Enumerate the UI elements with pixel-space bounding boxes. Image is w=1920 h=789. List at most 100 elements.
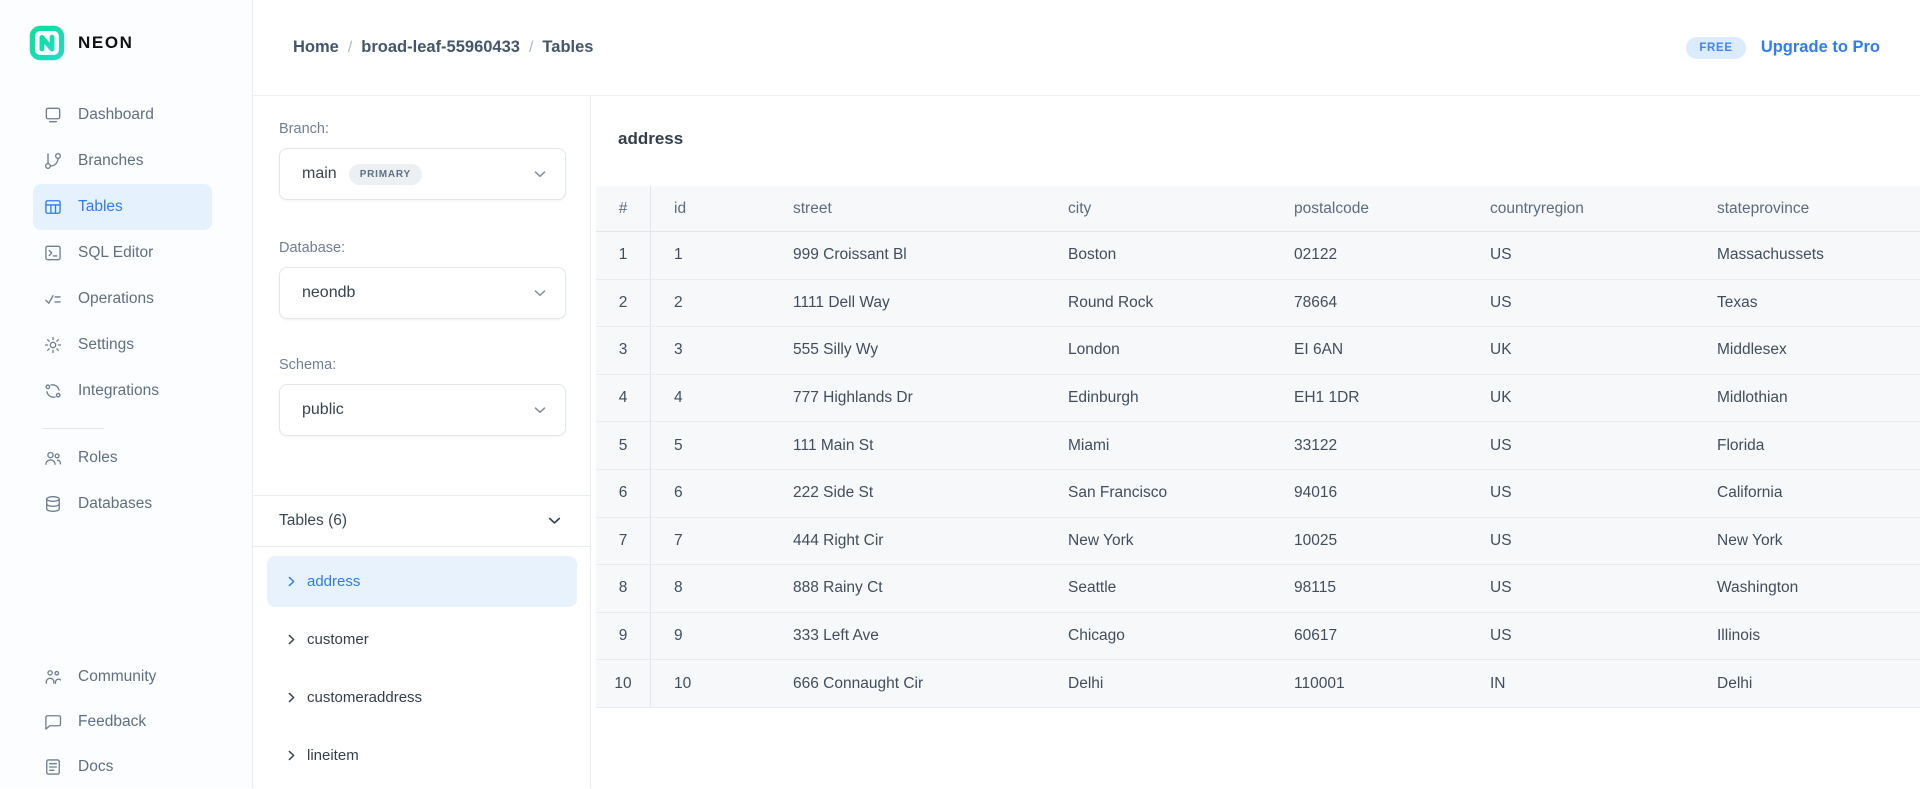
- table-name: address: [307, 573, 361, 590]
- chevron-right-icon: [285, 633, 298, 646]
- table-cell: 8: [674, 579, 683, 597]
- sidebar-item-branches[interactable]: Branches: [33, 138, 212, 184]
- branch-select[interactable]: main PRIMARY: [279, 148, 566, 200]
- chevron-down-icon: [545, 511, 564, 530]
- sidebar-item-tables[interactable]: Tables: [33, 184, 212, 230]
- table-cell: 6: [596, 469, 651, 517]
- table-row: 9 9 333 Left Ave Chicago 60617 US Illinois: [596, 612, 1920, 661]
- table-cell: EH1 1DR: [1294, 389, 1360, 407]
- table-cell: US: [1490, 293, 1512, 311]
- plan-badge[interactable]: FREE: [1686, 36, 1746, 59]
- table-cell: Midlothian: [1717, 389, 1788, 407]
- table-cell: 5: [674, 436, 683, 454]
- table-row: 10 10 666 Connaught Cir Delhi 110001 IN Delhi: [596, 660, 1920, 708]
- checklist-icon: [43, 289, 63, 309]
- top-bar: Home / broad-leaf-55960433 / Tables FREE…: [253, 0, 1920, 96]
- sidebar-divider: [42, 428, 104, 429]
- table-cell: EI 6AN: [1294, 341, 1344, 359]
- selector-panel: Branch: main PRIMARY Database: neondb Sc…: [253, 96, 591, 788]
- database-value: neondb: [302, 284, 356, 301]
- sidebar-item-settings[interactable]: Settings: [33, 322, 212, 368]
- table-cell: 4: [596, 374, 651, 422]
- main-content: address # id street city postalcode countryre…: [591, 96, 1920, 788]
- schema-select[interactable]: public: [279, 384, 566, 436]
- table-cell: Washington: [1717, 579, 1799, 597]
- neon-logo[interactable]: NEON: [29, 25, 134, 61]
- table-cell: California: [1717, 484, 1783, 502]
- database-icon: [43, 494, 63, 514]
- table-list-item-address[interactable]: address: [267, 556, 577, 607]
- table-cell: Delhi: [1717, 674, 1753, 692]
- column-header: postalcode: [1294, 199, 1369, 217]
- sidebar-item-docs[interactable]: Docs: [33, 744, 212, 789]
- branch-value: main: [302, 165, 337, 182]
- table-cell: 78664: [1294, 293, 1338, 311]
- divider: [253, 546, 590, 547]
- column-header: countryregion: [1490, 199, 1584, 217]
- tables-list: address customer customeraddress lineitem: [267, 556, 577, 788]
- sidebar-item-sql-editor[interactable]: SQL Editor: [33, 230, 212, 276]
- breadcrumb-project[interactable]: broad-leaf-55960433: [361, 38, 520, 56]
- table-cell: London: [1068, 341, 1120, 359]
- sidebar-item-operations[interactable]: Operations: [33, 276, 212, 322]
- sidebar-item-community[interactable]: Community: [33, 654, 212, 699]
- git-branch-icon: [43, 151, 63, 171]
- tables-section-header[interactable]: Tables (6): [253, 495, 590, 546]
- table-cell: Massachussets: [1717, 246, 1824, 264]
- table-cell: 10: [674, 674, 692, 692]
- table-row: 4 4 777 Highlands Dr Edinburgh EH1 1DR UK Midl…: [596, 374, 1920, 423]
- chevron-right-icon: [285, 691, 298, 704]
- table-cell: 333 Left Ave: [793, 627, 879, 645]
- brand-wordmark: NEON: [78, 33, 134, 52]
- database-label: Database:: [279, 240, 346, 256]
- table-cell: 7: [674, 531, 683, 549]
- table-cell: 444 Right Cir: [793, 531, 884, 549]
- table-cell: 02122: [1294, 246, 1338, 264]
- table-header-row: # id street city postalcode countryregion stat…: [596, 186, 1920, 232]
- sidebar-item-roles[interactable]: Roles: [33, 435, 212, 481]
- document-icon: [43, 757, 63, 777]
- table-list-item-lineitem[interactable]: lineitem: [267, 730, 577, 781]
- table-cell: 7: [596, 517, 651, 565]
- table-cell: Edinburgh: [1068, 389, 1139, 407]
- table-cell: 94016: [1294, 484, 1338, 502]
- chevron-right-icon: [285, 749, 298, 762]
- table-row: 3 3 555 Silly Wy London EI 6AN UK Middlesex: [596, 327, 1920, 375]
- table-cell: 6: [674, 484, 683, 502]
- database-select[interactable]: neondb: [279, 267, 566, 319]
- sidebar-item-integrations[interactable]: Integrations: [33, 368, 212, 414]
- table-cell: 999 Croissant Bl: [793, 246, 907, 264]
- sidebar-item-dashboard[interactable]: Dashboard: [33, 92, 212, 138]
- table-cell: 3: [674, 341, 683, 359]
- upgrade-to-pro-link[interactable]: Upgrade to Pro: [1760, 38, 1880, 56]
- table-cell: Middlesex: [1717, 341, 1787, 359]
- table-row: 5 5 111 Main St Miami 33122 US Florida: [596, 422, 1920, 470]
- data-table: # id street city postalcode countryregion stat…: [596, 186, 1920, 708]
- breadcrumb-tables[interactable]: Tables: [542, 38, 594, 56]
- table-row: 8 8 888 Rainy Ct Seattle 98115 US Washington: [596, 565, 1920, 613]
- chevron-right-icon: [285, 575, 298, 588]
- sidebar-nav: Dashboard Branches Tables SQL Editor Ope…: [0, 92, 252, 414]
- sidebar-nav-footer: Community Feedback Docs: [0, 654, 252, 789]
- table-cell: Miami: [1068, 436, 1110, 454]
- sidebar-item-databases[interactable]: Databases: [33, 481, 212, 527]
- breadcrumb-home[interactable]: Home: [293, 38, 339, 56]
- table-row: 2 2 1111 Dell Way Round Rock 78664 US Texas: [596, 279, 1920, 328]
- breadcrumb-separator: /: [528, 38, 534, 56]
- table-cell: 4: [674, 389, 683, 407]
- table-cell: 110001: [1294, 674, 1345, 692]
- sidebar: NEON Dashboard Branches Tables SQL Edito…: [0, 0, 253, 788]
- table-cell: 777 Highlands Dr: [793, 389, 913, 407]
- table-list-item-customeraddress[interactable]: customeraddress: [267, 672, 577, 723]
- divider: [253, 495, 590, 496]
- table-cell: 2: [596, 279, 651, 327]
- schema-label: Schema:: [279, 357, 337, 373]
- table-cell: 555 Silly Wy: [793, 341, 879, 359]
- table-grid-icon: [43, 197, 63, 217]
- table-row: 6 6 222 Side St San Francisco 94016 US Califor…: [596, 469, 1920, 518]
- sidebar-item-feedback[interactable]: Feedback: [33, 699, 212, 744]
- table-cell: 2: [674, 293, 683, 311]
- table-list-item-customer[interactable]: customer: [267, 614, 577, 665]
- table-name: customeraddress: [307, 689, 423, 706]
- column-header: #: [596, 186, 651, 231]
